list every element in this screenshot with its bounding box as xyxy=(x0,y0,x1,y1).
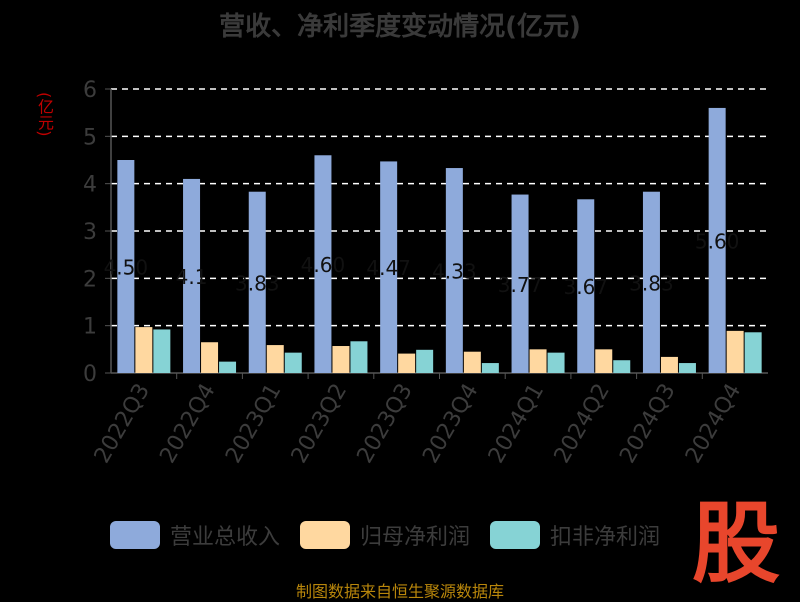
bar-2-2024Q3 xyxy=(678,363,696,373)
y-tick-label: 2 xyxy=(83,267,97,292)
bar-1-2023Q3 xyxy=(398,353,416,373)
bar-0-2022Q3 xyxy=(117,160,135,373)
bar-0-2023Q3 xyxy=(380,161,398,373)
bar-1-2024Q3 xyxy=(660,356,678,373)
x-tick-label: 2022Q3 xyxy=(90,380,155,468)
data-label: 3.83 xyxy=(629,271,674,295)
legend-label-net-profit: 归母净利润 xyxy=(360,525,471,550)
x-tick-label: 2023Q3 xyxy=(353,380,418,468)
bar-1-2023Q2 xyxy=(332,346,350,373)
data-label: 3.83 xyxy=(235,271,280,295)
bar-2-2024Q1 xyxy=(547,352,565,373)
x-tick-label: 2023Q2 xyxy=(287,380,352,468)
bar-1-2022Q4 xyxy=(201,342,219,373)
bar-2-2022Q3 xyxy=(153,329,171,373)
y-tick-label: 5 xyxy=(83,125,97,150)
bar-2-2024Q2 xyxy=(613,360,631,373)
bar-1-2024Q1 xyxy=(529,349,547,373)
legend-swatch-net-profit xyxy=(300,521,351,549)
bar-0-2024Q4 xyxy=(708,107,726,373)
bar-0-2024Q1 xyxy=(511,194,529,373)
bar-0-2024Q3 xyxy=(642,191,660,373)
bar-1-2023Q1 xyxy=(266,345,284,373)
legend-item-net-profit[interactable]: 归母净利润 xyxy=(300,519,470,551)
data-label: 5.60 xyxy=(695,229,740,253)
bar-2-2023Q4 xyxy=(481,363,499,373)
bar-1-2022Q3 xyxy=(135,327,153,373)
x-tick-label: 2023Q1 xyxy=(221,380,286,468)
y-tick-label: 3 xyxy=(83,220,97,245)
x-tick-label: 2022Q4 xyxy=(155,380,220,468)
bar-2-2023Q2 xyxy=(350,341,368,373)
legend-swatch-deducted-profit xyxy=(490,521,541,549)
data-label: 4.1 xyxy=(176,265,208,289)
bar-2-2024Q4 xyxy=(744,332,762,373)
data-label: 4.33 xyxy=(432,260,477,284)
x-tick-label: 2023Q4 xyxy=(418,379,483,467)
legend-label-revenue: 营业总收入 xyxy=(170,525,281,550)
data-label: 4.50 xyxy=(104,256,149,280)
data-label: 3.67 xyxy=(563,275,608,299)
bar-2-2023Q1 xyxy=(284,352,302,373)
x-tick-label: 2024Q1 xyxy=(484,380,549,468)
bar-0-2023Q2 xyxy=(314,155,332,373)
x-tick-label: 2024Q2 xyxy=(550,380,615,468)
legend-label-deducted-profit: 扣非净利润 xyxy=(550,525,661,550)
y-axis-label: (亿元) xyxy=(35,92,54,137)
y-tick-label: 6 xyxy=(83,78,97,103)
data-label: 4.47 xyxy=(366,256,411,280)
bar-0-2023Q1 xyxy=(248,191,266,373)
bar-1-2024Q2 xyxy=(595,349,613,373)
bar-0-2022Q4 xyxy=(183,178,201,373)
y-tick-label: 1 xyxy=(83,315,97,340)
bar-0-2024Q2 xyxy=(577,199,595,373)
legend: 营业总收入 归母净利润 扣非净利润 xyxy=(110,520,680,550)
chart-title: 营收、净利季度变动情况(亿元) xyxy=(219,12,581,42)
x-tick-label: 2024Q4 xyxy=(681,380,746,468)
y-tick-label: 4 xyxy=(83,173,97,198)
legend-item-revenue[interactable]: 营业总收入 xyxy=(110,519,280,551)
bar-2-2022Q4 xyxy=(219,361,237,373)
source-note: 制图数据来自恒生聚源数据库 xyxy=(295,582,504,601)
legend-swatch-revenue xyxy=(110,521,160,549)
y-tick-label: 0 xyxy=(83,362,97,387)
bar-1-2023Q4 xyxy=(463,351,481,373)
data-label: 3.77 xyxy=(498,273,543,297)
data-label: 4.60 xyxy=(301,253,346,277)
x-tick-label: 2024Q3 xyxy=(615,380,680,468)
stock-logo-icon: 股 xyxy=(691,492,780,595)
bar-0-2023Q4 xyxy=(445,168,463,373)
bar-2-2023Q3 xyxy=(416,349,434,373)
bar-1-2024Q4 xyxy=(726,330,744,373)
legend-item-deducted-profit[interactable]: 扣非净利润 xyxy=(490,519,660,551)
